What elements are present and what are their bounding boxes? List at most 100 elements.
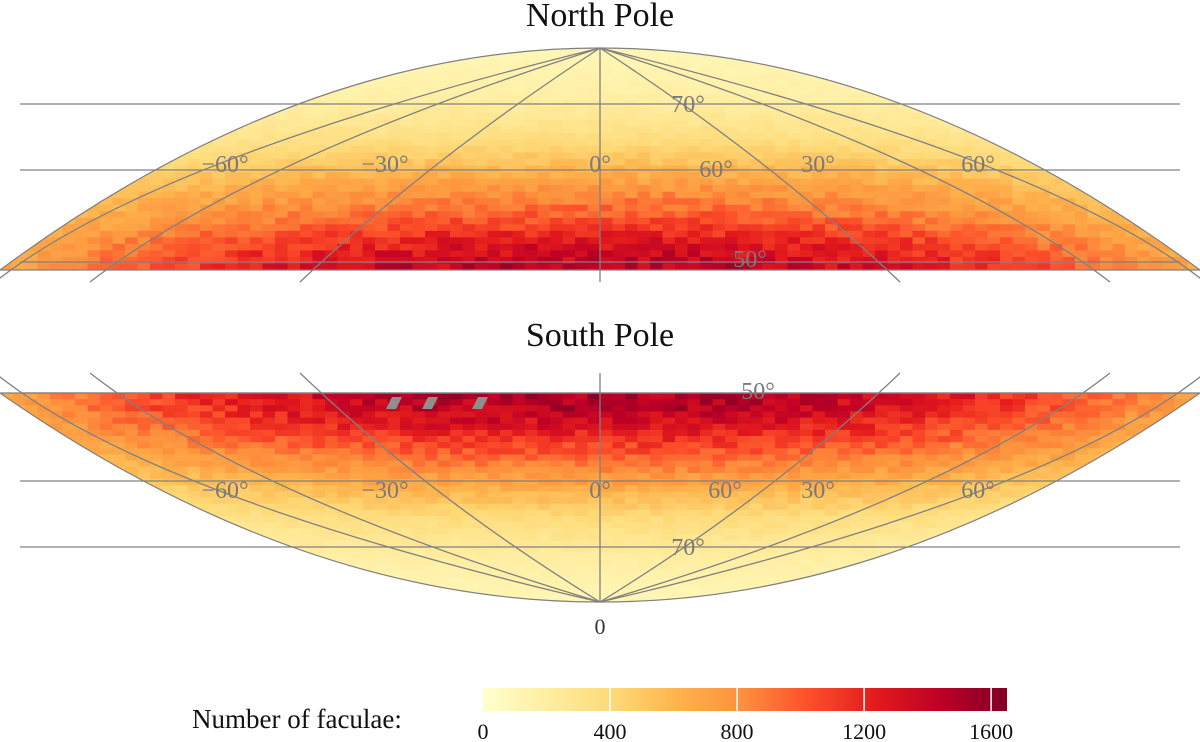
heatmap-cell xyxy=(637,491,651,499)
heatmap-cell xyxy=(212,429,226,437)
heatmap-cell xyxy=(125,67,139,75)
heatmap-cell xyxy=(212,237,226,245)
heatmap-cell xyxy=(912,152,926,160)
heatmap-cell xyxy=(1125,491,1139,499)
heatmap-cell xyxy=(225,243,239,252)
heatmap-cell xyxy=(112,393,126,400)
heatmap-cell xyxy=(450,405,464,413)
heatmap-cell xyxy=(1075,211,1089,219)
heatmap-cell xyxy=(237,429,251,437)
heatmap-cell xyxy=(650,67,664,75)
heatmap-cell xyxy=(487,436,501,443)
heatmap-cell xyxy=(487,113,501,121)
heatmap-cell xyxy=(637,411,651,419)
heatmap-cell xyxy=(1137,243,1151,252)
heatmap-cell xyxy=(1100,448,1114,456)
heatmap-cell xyxy=(387,191,401,199)
heatmap-cell xyxy=(812,263,826,270)
heatmap-cell xyxy=(825,472,839,480)
heatmap-cell xyxy=(1137,93,1151,101)
heatmap-cell xyxy=(437,250,451,258)
heatmap-cell xyxy=(262,423,276,431)
heatmap-cell xyxy=(100,119,114,127)
heatmap-cell xyxy=(125,411,139,419)
heatmap-cell xyxy=(1175,436,1189,443)
heatmap-cell xyxy=(225,80,239,88)
heatmap-cell xyxy=(375,417,389,425)
heatmap-cell xyxy=(775,198,789,206)
heatmap-cell xyxy=(1162,454,1176,462)
heatmap-cell xyxy=(337,61,351,69)
heatmap-cell xyxy=(62,113,76,121)
heatmap-cell xyxy=(1125,185,1139,193)
heatmap-cell xyxy=(87,185,101,193)
heatmap-cell xyxy=(425,237,439,245)
heatmap-cell xyxy=(700,191,714,199)
heatmap-cell xyxy=(537,87,551,95)
heatmap-cell xyxy=(12,172,26,180)
heatmap-cell xyxy=(787,54,801,62)
heatmap-cell xyxy=(487,126,501,134)
heatmap-cell xyxy=(762,442,776,449)
heatmap-cell xyxy=(500,113,514,121)
heatmap-cell xyxy=(237,472,251,480)
heatmap-cell xyxy=(787,119,801,127)
heatmap-cell xyxy=(150,191,164,199)
heatmap-cell xyxy=(1025,145,1039,154)
heatmap-cell xyxy=(675,211,689,219)
heatmap-cell xyxy=(812,423,826,431)
heatmap-cell xyxy=(50,479,64,486)
heatmap-cell xyxy=(862,224,876,232)
heatmap-cell xyxy=(0,145,14,154)
heatmap-cell xyxy=(1025,152,1039,160)
heatmap-cell xyxy=(137,436,151,443)
heatmap-cell xyxy=(1062,80,1076,88)
heatmap-cell xyxy=(925,61,939,69)
heatmap-cell xyxy=(525,250,539,258)
heatmap-cell xyxy=(212,204,226,212)
heatmap-cell xyxy=(575,80,589,88)
heatmap-cell xyxy=(1100,479,1114,486)
heatmap-cell xyxy=(1162,393,1176,400)
heatmap-cell xyxy=(775,126,789,134)
heatmap-cell xyxy=(562,454,576,462)
heatmap-cell xyxy=(675,230,689,238)
heatmap-cell xyxy=(262,139,276,147)
heatmap-cell xyxy=(400,417,414,425)
heatmap-cell xyxy=(275,423,289,431)
heatmap-cell xyxy=(87,178,101,186)
heatmap-cell xyxy=(137,230,151,238)
heatmap-cell xyxy=(475,211,489,219)
heatmap-cell xyxy=(675,411,689,419)
heatmap-cell xyxy=(800,497,814,505)
heatmap-cell xyxy=(975,185,989,193)
heatmap-cell xyxy=(37,80,51,88)
heatmap-cell xyxy=(437,472,451,480)
heatmap-cell xyxy=(787,411,801,419)
heatmap-cell xyxy=(687,399,701,406)
heatmap-cell xyxy=(300,448,314,456)
heatmap-cell xyxy=(1000,185,1014,193)
heatmap-cell xyxy=(462,165,476,173)
heatmap-cell xyxy=(1162,442,1176,449)
heatmap-cell xyxy=(800,256,814,265)
heatmap-cell xyxy=(100,399,114,406)
heatmap-cell xyxy=(700,411,714,419)
heatmap-cell xyxy=(462,80,476,88)
heatmap-cell xyxy=(350,191,364,199)
heatmap-cell xyxy=(537,237,551,245)
heatmap-cell xyxy=(287,80,301,88)
heatmap-cell xyxy=(475,485,489,492)
heatmap-cell xyxy=(950,230,964,238)
heatmap-cell xyxy=(425,442,439,449)
heatmap-cell xyxy=(537,423,551,431)
heatmap-cell xyxy=(662,224,676,232)
heatmap-cell xyxy=(1087,119,1101,127)
heatmap-cell xyxy=(62,159,76,167)
heatmap-cell xyxy=(25,172,39,180)
heatmap-cell xyxy=(575,132,589,141)
heatmap-cell xyxy=(987,466,1001,474)
heatmap-cell xyxy=(1050,87,1064,95)
heatmap-cell xyxy=(662,74,676,82)
heatmap-cell xyxy=(762,423,776,431)
